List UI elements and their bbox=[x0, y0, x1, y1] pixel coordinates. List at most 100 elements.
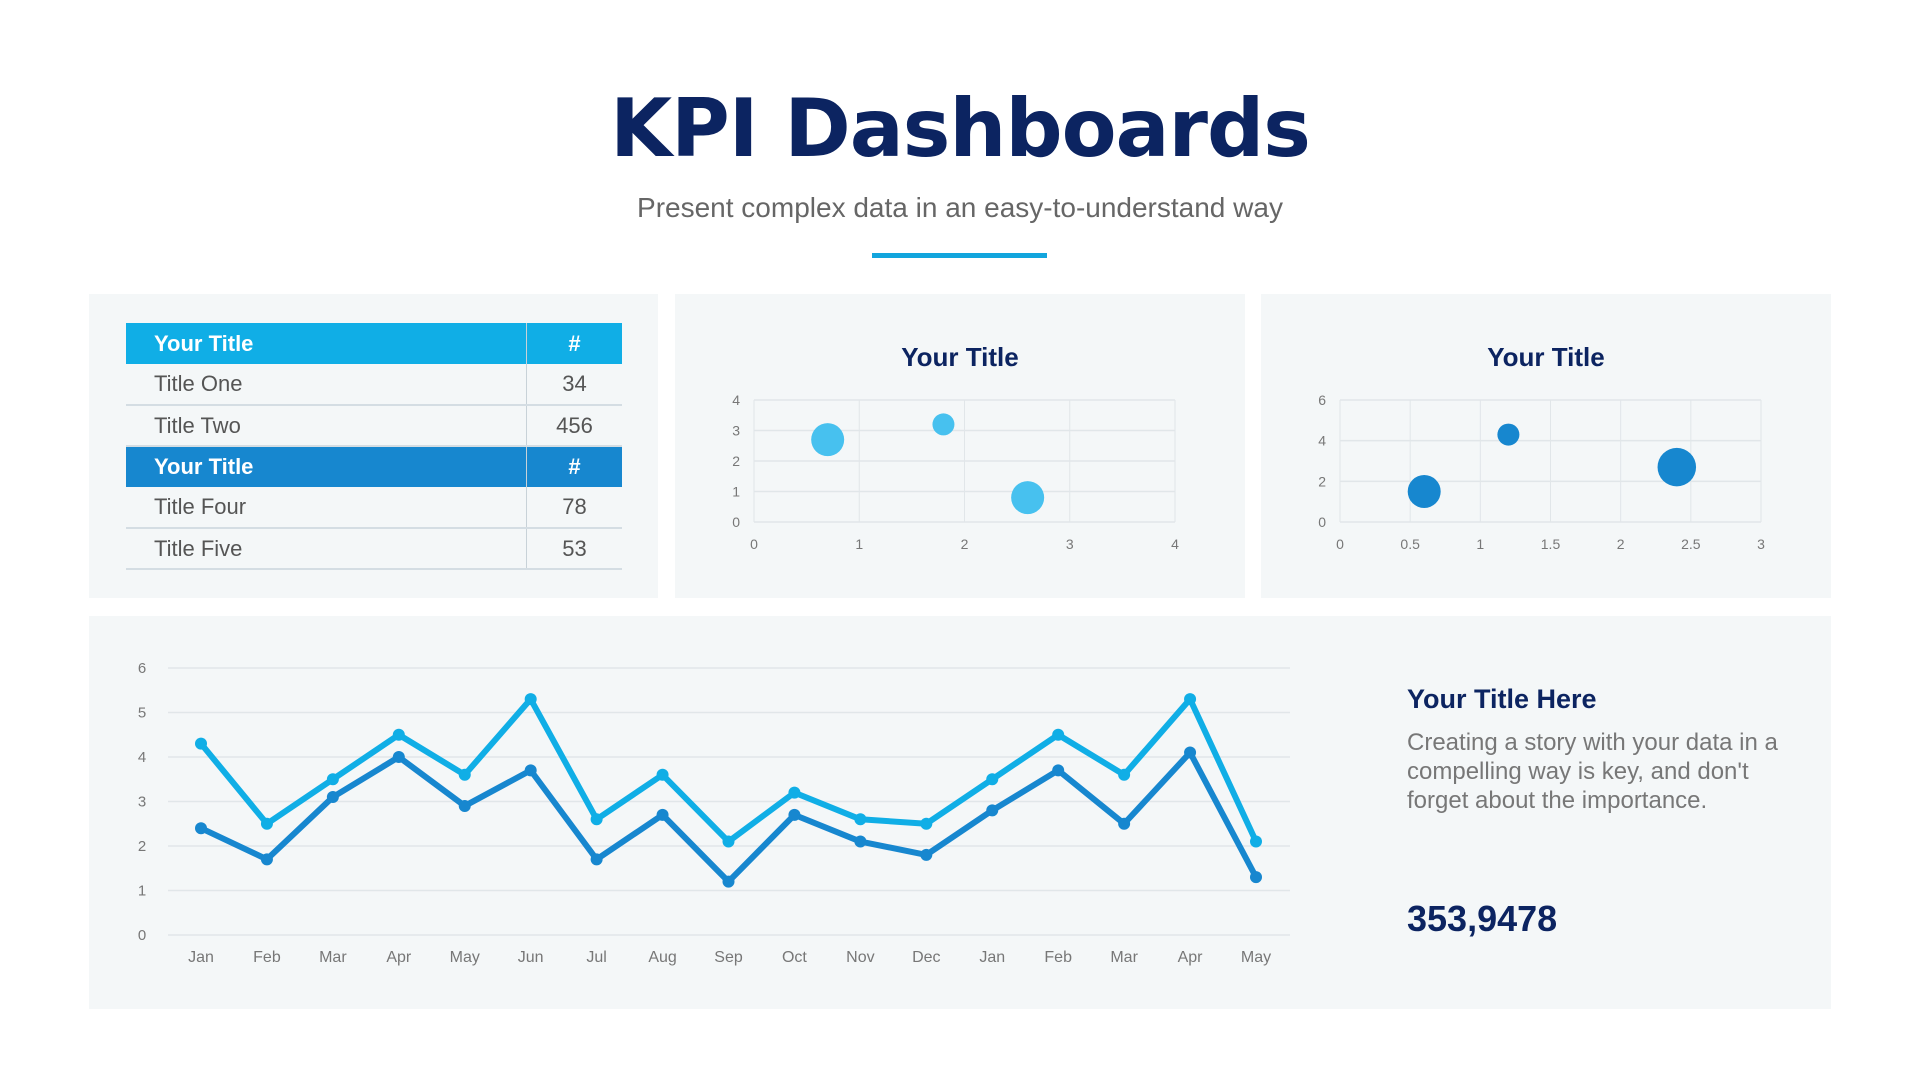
y-tick-label: 1 bbox=[732, 484, 740, 500]
series-point bbox=[458, 799, 471, 812]
x-tick-label: Jun bbox=[518, 949, 544, 966]
y-tick-label: 6 bbox=[1318, 392, 1326, 408]
series-point bbox=[1250, 835, 1262, 848]
series-point bbox=[986, 804, 999, 817]
kpi-table: Your Title # Title One 34 Title Two 456 You… bbox=[126, 323, 622, 570]
series-point bbox=[920, 817, 933, 830]
series-point bbox=[260, 853, 273, 866]
series-point bbox=[195, 737, 207, 750]
series-point bbox=[458, 768, 471, 781]
x-tick-label: Jan bbox=[188, 949, 214, 966]
scatter-panel-2: Your Title 0 0.5 1 1.5 2 2.5 3 0 2 4 6 bbox=[1261, 294, 1831, 598]
x-tick-label: Oct bbox=[782, 949, 807, 966]
series-point bbox=[524, 764, 537, 777]
row-value: 53 bbox=[525, 528, 622, 570]
series-point bbox=[1118, 817, 1131, 830]
series-point bbox=[392, 728, 405, 741]
x-tick-label: 3 bbox=[1757, 536, 1765, 552]
header-label: Your Title bbox=[126, 323, 527, 364]
series-point bbox=[986, 773, 999, 786]
header-value: # bbox=[525, 446, 622, 487]
row-label: Title Five bbox=[126, 528, 527, 570]
chart-title: Your Title bbox=[1487, 342, 1605, 372]
x-tick-label: Dec bbox=[912, 949, 940, 966]
series-point bbox=[788, 786, 801, 799]
x-tick-label: Nov bbox=[846, 949, 874, 966]
y-tick-label: 0 bbox=[138, 927, 146, 944]
page-subtitle: Present complex data in an easy-to-under… bbox=[637, 192, 1283, 223]
scatter-point bbox=[1407, 475, 1441, 508]
x-tick-label: May bbox=[450, 949, 480, 966]
x-tick-label: Feb bbox=[253, 949, 281, 966]
x-tick-label: Aug bbox=[648, 949, 676, 966]
chart-title: Your Title bbox=[901, 342, 1019, 372]
series-point bbox=[1052, 728, 1065, 741]
x-tick-label: 0.5 bbox=[1400, 536, 1420, 552]
x-tick-label: 0 bbox=[750, 536, 758, 552]
series-point bbox=[326, 791, 339, 804]
x-tick-label: Jan bbox=[979, 949, 1005, 966]
row-value: 78 bbox=[525, 487, 622, 529]
row-value: 456 bbox=[525, 405, 622, 447]
row-value: 34 bbox=[525, 364, 622, 406]
table-header-row: Your Title # bbox=[126, 446, 622, 487]
series-point bbox=[1118, 768, 1131, 781]
scatter-point bbox=[1657, 447, 1697, 487]
y-tick-label: 2 bbox=[732, 453, 740, 469]
x-tick-label: Sep bbox=[714, 949, 743, 966]
header-value: # bbox=[525, 323, 622, 364]
y-tick-label: 2 bbox=[138, 838, 146, 855]
scatter-point bbox=[811, 423, 845, 457]
table-row: Title One 34 bbox=[126, 364, 622, 406]
series-point bbox=[590, 853, 603, 866]
series-point bbox=[854, 813, 867, 826]
scatter-point bbox=[1011, 481, 1045, 515]
x-tick-label: Mar bbox=[1110, 949, 1138, 966]
x-tick-label: Jul bbox=[586, 949, 606, 966]
x-tick-label: Apr bbox=[386, 949, 412, 966]
scatter-point bbox=[932, 413, 955, 436]
x-tick-label: Apr bbox=[1178, 949, 1204, 966]
title-underline bbox=[872, 253, 1047, 258]
x-tick-label: 1 bbox=[855, 536, 863, 552]
series-point bbox=[920, 848, 933, 861]
line-chart: 0 1 2 3 4 5 6 Jan Feb Mar Apr May Jun Jul Aug Sep Oct Nov… bbox=[138, 660, 1290, 966]
table-row: Title Five 53 bbox=[126, 528, 622, 570]
y-tick-label: 4 bbox=[1318, 433, 1326, 449]
x-tick-label: 2.5 bbox=[1681, 536, 1701, 552]
y-tick-label: 4 bbox=[138, 749, 146, 766]
series-point bbox=[722, 835, 735, 848]
series-line-2 bbox=[199, 749, 1259, 885]
series-point bbox=[722, 875, 735, 888]
y-tick-label: 5 bbox=[138, 705, 146, 722]
x-tick-label: Feb bbox=[1044, 949, 1072, 966]
scatter-chart-2: 0 0.5 1 1.5 2 2.5 3 0 2 4 6 bbox=[1318, 392, 1765, 552]
line-panel: 0 1 2 3 4 5 6 Jan Feb Mar Apr May Jun Jul Aug Sep Oct Nov… bbox=[89, 616, 1831, 1009]
scatter-chart-1: 0 1 2 3 4 0 1 2 3 4 bbox=[732, 392, 1179, 552]
x-tick-label: 2 bbox=[961, 536, 969, 552]
x-tick-label: 0 bbox=[1336, 536, 1344, 552]
x-tick-label: May bbox=[1241, 949, 1271, 966]
series-point bbox=[1250, 871, 1262, 884]
x-tick-label: 1 bbox=[1476, 536, 1484, 552]
series-point bbox=[392, 751, 405, 763]
side-title: Your Title Here bbox=[1407, 684, 1597, 714]
series-point bbox=[524, 693, 537, 706]
series-line-1 bbox=[198, 696, 1259, 845]
x-tick-label: 1.5 bbox=[1541, 536, 1561, 552]
table-row: Title Two 456 bbox=[126, 405, 622, 447]
series-point bbox=[854, 835, 867, 848]
series-point bbox=[1052, 764, 1065, 777]
table-panel: Your Title # Title One 34 Title Two 456 You… bbox=[89, 294, 658, 598]
y-tick-label: 4 bbox=[732, 392, 740, 408]
side-text: Creating a story with your data in a com… bbox=[1407, 729, 1778, 814]
y-tick-label: 0 bbox=[1318, 514, 1326, 530]
series-point bbox=[656, 768, 669, 781]
y-tick-label: 3 bbox=[732, 423, 740, 439]
y-tick-label: 3 bbox=[138, 794, 146, 811]
x-tick-label: Mar bbox=[319, 949, 347, 966]
scatter-point bbox=[1497, 423, 1520, 446]
series-point bbox=[195, 822, 207, 835]
scatter-panel-1: Your Title 0 1 2 3 4 0 1 2 3 4 bbox=[675, 294, 1245, 598]
x-tick-label: 3 bbox=[1066, 536, 1074, 552]
